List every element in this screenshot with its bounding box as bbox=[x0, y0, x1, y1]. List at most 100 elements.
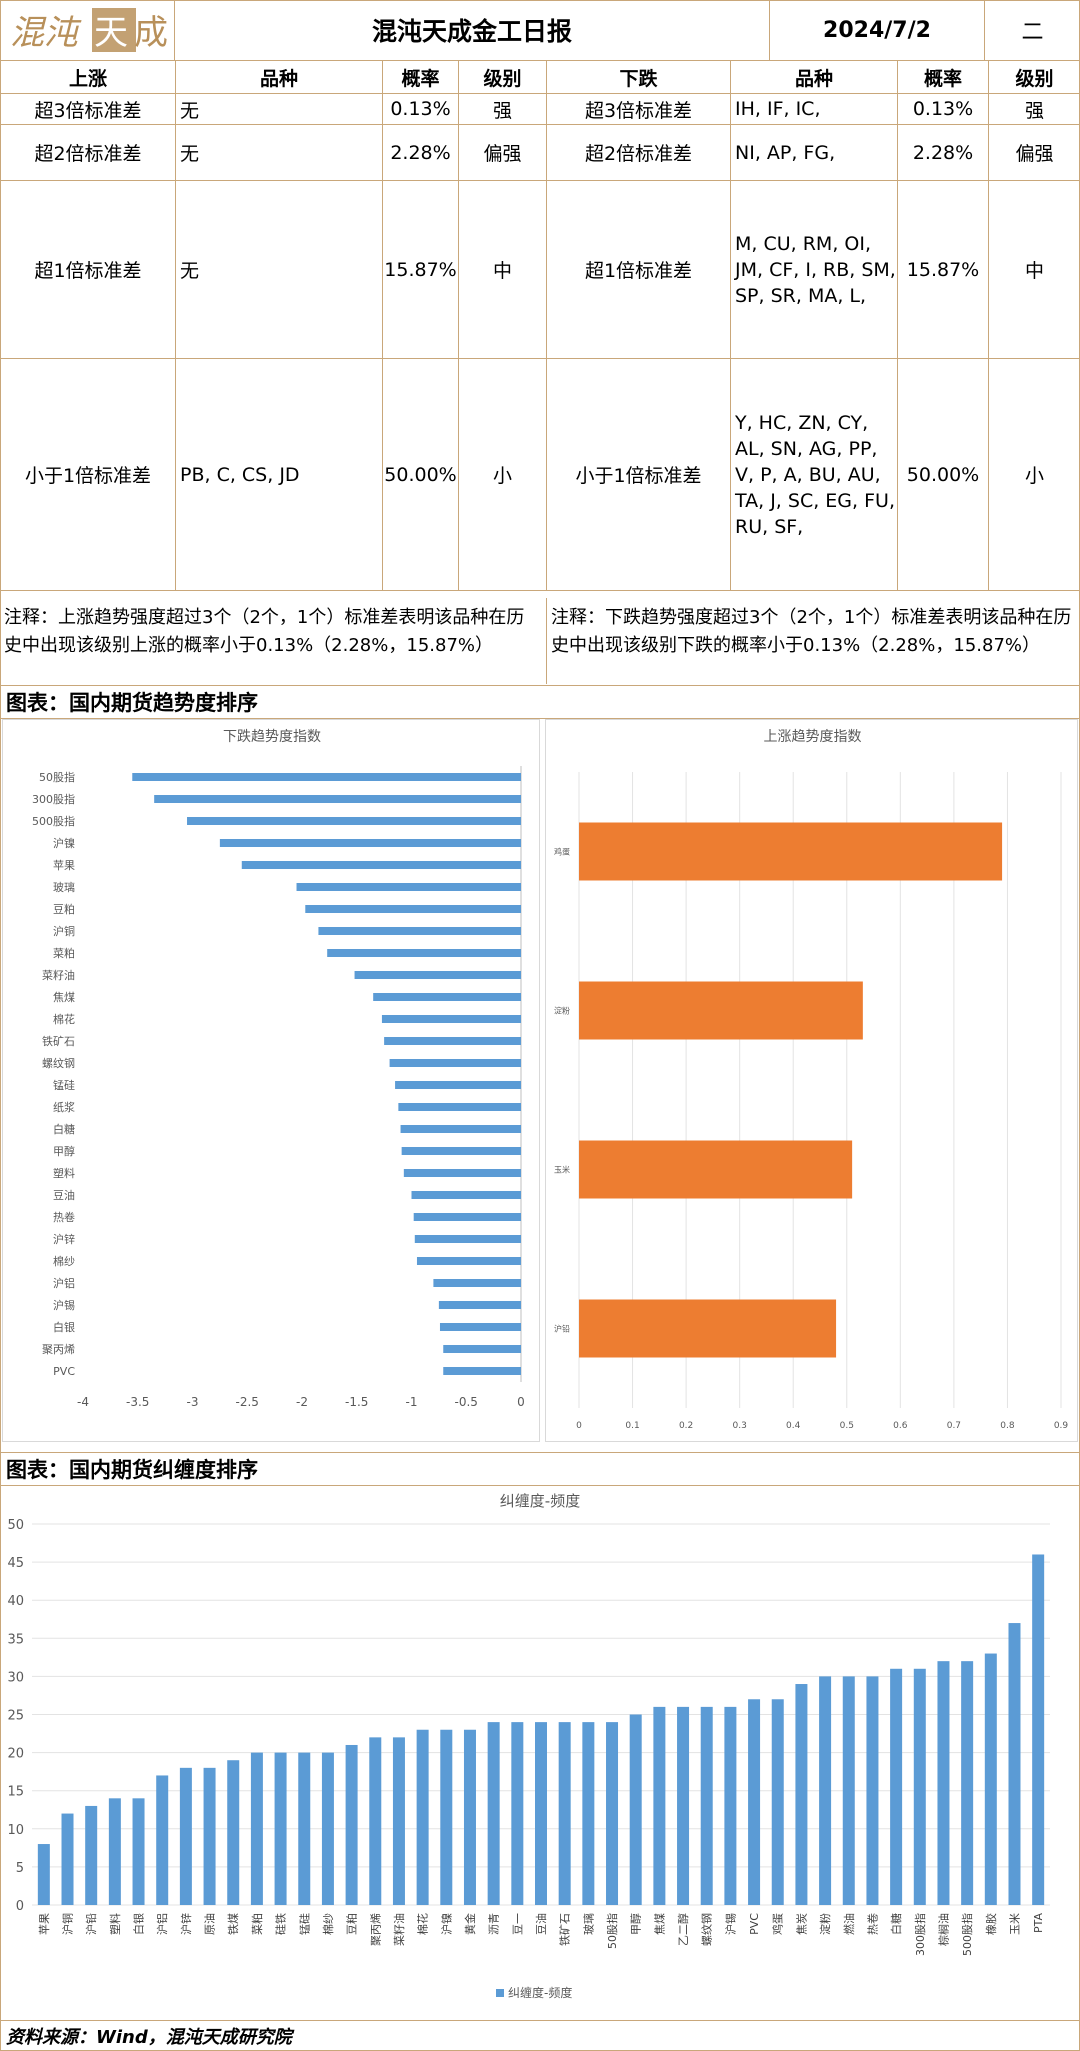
down-prob: 15.87% bbox=[897, 180, 989, 359]
downtrend-bar bbox=[416, 1257, 521, 1265]
entangle-bar bbox=[108, 1798, 121, 1905]
downtrend-category-label: 白银 bbox=[53, 1320, 75, 1334]
entangle-chart-title: 纠缠度-频度 bbox=[499, 1492, 581, 1510]
downtrend-category-label: 沪铜 bbox=[53, 924, 75, 938]
entangle-bar bbox=[511, 1722, 524, 1905]
entangle-bar bbox=[842, 1676, 855, 1905]
entangle-category-label: 橡胶 bbox=[984, 1913, 998, 1935]
entangle-bar bbox=[156, 1775, 169, 1905]
downtrend-bar bbox=[241, 861, 521, 869]
entangle-bar bbox=[771, 1699, 784, 1905]
entangle-tick-label: 0 bbox=[16, 1899, 24, 1914]
entangle-bar bbox=[748, 1699, 761, 1905]
downtrend-category-label: 铁矿石 bbox=[42, 1035, 75, 1048]
entangle-category-label: 沪镍 bbox=[439, 1913, 453, 1935]
header-down-items: 品种 bbox=[730, 60, 898, 94]
header-up-items: 品种 bbox=[175, 60, 383, 94]
entangle-bar bbox=[819, 1676, 832, 1905]
entangle-bar bbox=[321, 1752, 334, 1905]
down-items: NI, AP, FG, bbox=[730, 124, 898, 181]
up-items: 无 bbox=[175, 93, 383, 125]
downtrend-category-label: 螺纹钢 bbox=[42, 1056, 75, 1070]
entangle-category-label: 苹果 bbox=[37, 1913, 51, 1935]
downtrend-category-label: 塑料 bbox=[53, 1166, 75, 1180]
downtrend-bar bbox=[318, 927, 521, 935]
downtrend-chart-panel: 下跌趋势度指数 50股指 300股指 500股指 沪镍 苹果 玻璃 豆粕 沪铜 菜粕 菜籽油 焦煤棉… bbox=[2, 719, 540, 1442]
down-grade: 偏强 bbox=[988, 124, 1080, 181]
downtrend-bar bbox=[411, 1191, 521, 1199]
entangle-category-label: 塑料 bbox=[108, 1913, 122, 1935]
downtrend-bar bbox=[296, 883, 521, 891]
uptrend-bar bbox=[579, 981, 863, 1040]
entangle-category-label: 焦炭 bbox=[795, 1913, 808, 1935]
entangle-tick-label: 15 bbox=[7, 1785, 24, 1800]
entangle-bar bbox=[558, 1722, 571, 1905]
entangle-bar bbox=[629, 1714, 642, 1905]
down-grade: 小 bbox=[988, 358, 1080, 591]
downtrend-category-label: 纸浆 bbox=[53, 1100, 75, 1114]
svg-text:混沌: 混沌 bbox=[10, 13, 82, 53]
entangle-bar bbox=[653, 1706, 666, 1905]
entangle-category-label: 原油 bbox=[203, 1913, 217, 1935]
downtrend-category-label: 50股指 bbox=[39, 770, 75, 784]
header-down: 下跌 bbox=[546, 60, 731, 94]
downtrend-category-label: 沪镍 bbox=[53, 836, 75, 850]
up-items: 无 bbox=[175, 180, 383, 359]
entangle-category-label: 铁煤 bbox=[227, 1913, 240, 1935]
table-row: 超1倍标准差 无 15.87% 中 超1倍标准差 M, CU, RM, OI, … bbox=[0, 180, 1080, 359]
up-level: 小于1倍标准差 bbox=[0, 358, 176, 591]
entangle-category-label: 黄金 bbox=[463, 1913, 477, 1935]
downtrend-category-label: 菜粕 bbox=[53, 946, 75, 960]
entangle-bar bbox=[250, 1752, 263, 1905]
uptrend-chart-panel: 上涨趋势度指数 0 0.1 0.2 0.3 0.4 0.5 0.6 0.7 0.8 0.9 鸡蛋 淀粉… bbox=[545, 719, 1078, 1442]
downtrend-bar bbox=[414, 1235, 521, 1243]
entangle-bar bbox=[463, 1729, 476, 1905]
downtrend-tick-label: -2 bbox=[296, 1395, 308, 1409]
entangle-category-label: 玉米 bbox=[1008, 1913, 1021, 1935]
downtrend-bar bbox=[438, 1301, 521, 1309]
downtrend-bar bbox=[395, 1081, 521, 1089]
down-level: 超3倍标准差 bbox=[546, 93, 731, 125]
entangle-category-label: 500股指 bbox=[960, 1913, 974, 1956]
entangle-chart: 0 5 10 15 20 25 30 35 40 45 50 苹果 沪铜 沪铅 塑料 白银 沪铝 沪锌 原油 铁煤 菜粕… bbox=[7, 1518, 1050, 2000]
downtrend-bar bbox=[403, 1169, 521, 1177]
entangle-category-label: 豆一 bbox=[511, 1913, 524, 1935]
up-level: 超2倍标准差 bbox=[0, 124, 176, 181]
up-grade: 中 bbox=[458, 180, 547, 359]
entangle-tick-label: 25 bbox=[7, 1709, 24, 1724]
entangle-bar bbox=[37, 1844, 50, 1905]
header-up-grade: 级别 bbox=[458, 60, 547, 94]
downtrend-bar bbox=[384, 1037, 521, 1045]
downtrend-category-label: 300股指 bbox=[32, 792, 75, 806]
downtrend-category-label: 锰硅 bbox=[53, 1078, 75, 1092]
entangle-category-label: 豆油 bbox=[534, 1913, 548, 1935]
entangle-bar bbox=[606, 1722, 619, 1905]
downtrend-bar bbox=[400, 1125, 521, 1133]
downtrend-category-label: 豆粕 bbox=[53, 902, 75, 916]
downtrend-bar bbox=[443, 1345, 521, 1353]
source-footer: 资料来源：Wind，混沌天成研究院 bbox=[0, 2020, 1080, 2051]
entangle-category-label: 沪锡 bbox=[723, 1913, 737, 1935]
uptrend-category-label: 沪铅 bbox=[554, 1324, 570, 1334]
downtrend-tick-label: -1.5 bbox=[345, 1395, 368, 1409]
down-level: 小于1倍标准差 bbox=[546, 358, 731, 591]
entangle-bar bbox=[298, 1752, 311, 1905]
entangle-bar bbox=[890, 1668, 903, 1905]
up-level: 超3倍标准差 bbox=[0, 93, 176, 125]
downtrend-tick-label: -3.5 bbox=[126, 1395, 149, 1409]
downtrend-tick-label: 0 bbox=[517, 1395, 525, 1409]
entangle-category-label: PTA bbox=[1032, 1913, 1045, 1933]
downtrend-bar bbox=[439, 1323, 521, 1331]
up-items: 无 bbox=[175, 124, 383, 181]
up-prob: 50.00% bbox=[382, 358, 459, 591]
entangle-bar bbox=[345, 1744, 358, 1905]
entangle-category-label: 甲醇 bbox=[629, 1913, 643, 1935]
up-grade: 偏强 bbox=[458, 124, 547, 181]
entangle-category-label: 棕榈油 bbox=[936, 1913, 950, 1946]
table-header-row: 上涨 品种 概率 级别 下跌 品种 概率 级别 bbox=[0, 60, 1080, 94]
entangle-category-label: 沪锌 bbox=[179, 1913, 193, 1935]
entangle-legend-swatch bbox=[496, 1989, 504, 1997]
up-grade: 小 bbox=[458, 358, 547, 591]
down-grade: 强 bbox=[988, 93, 1080, 125]
entangle-category-label: 沥青 bbox=[488, 1913, 501, 1935]
